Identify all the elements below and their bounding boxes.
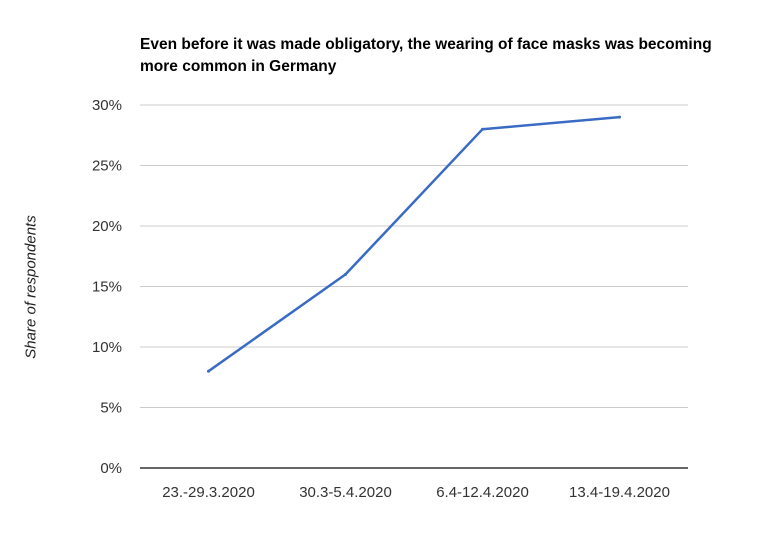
chart-title: Even before it was made obligatory, the …	[140, 36, 712, 75]
series-layer	[207, 115, 621, 373]
data-point	[344, 272, 347, 276]
data-point	[618, 115, 621, 119]
y-tick-label: 25%	[92, 158, 122, 175]
x-tick-label: 23.-29.3.2020	[162, 484, 255, 501]
y-tick-labels: 0% 5% 10% 15% 20% 25% 30%	[92, 97, 122, 477]
series-line	[207, 115, 621, 373]
y-tick-label: 5%	[100, 400, 122, 417]
gridlines	[140, 104, 688, 469]
y-tick-label: 10%	[92, 339, 122, 356]
data-point	[207, 369, 210, 373]
y-tick-label: 0%	[100, 460, 122, 477]
x-tick-labels: 23.-29.3.2020 30.3-5.4.2020 6.4-12.4.2020 1…	[162, 484, 670, 501]
x-tick-label: 13.4-19.4.2020	[569, 484, 670, 501]
x-tick-label: 30.3-5.4.2020	[299, 484, 392, 501]
x-tick-label: 6.4-12.4.2020	[436, 484, 529, 501]
y-tick-label: 15%	[92, 279, 122, 296]
y-tick-label: 30%	[92, 97, 122, 114]
data-point	[481, 127, 484, 131]
y-tick-label: 20%	[92, 218, 122, 235]
